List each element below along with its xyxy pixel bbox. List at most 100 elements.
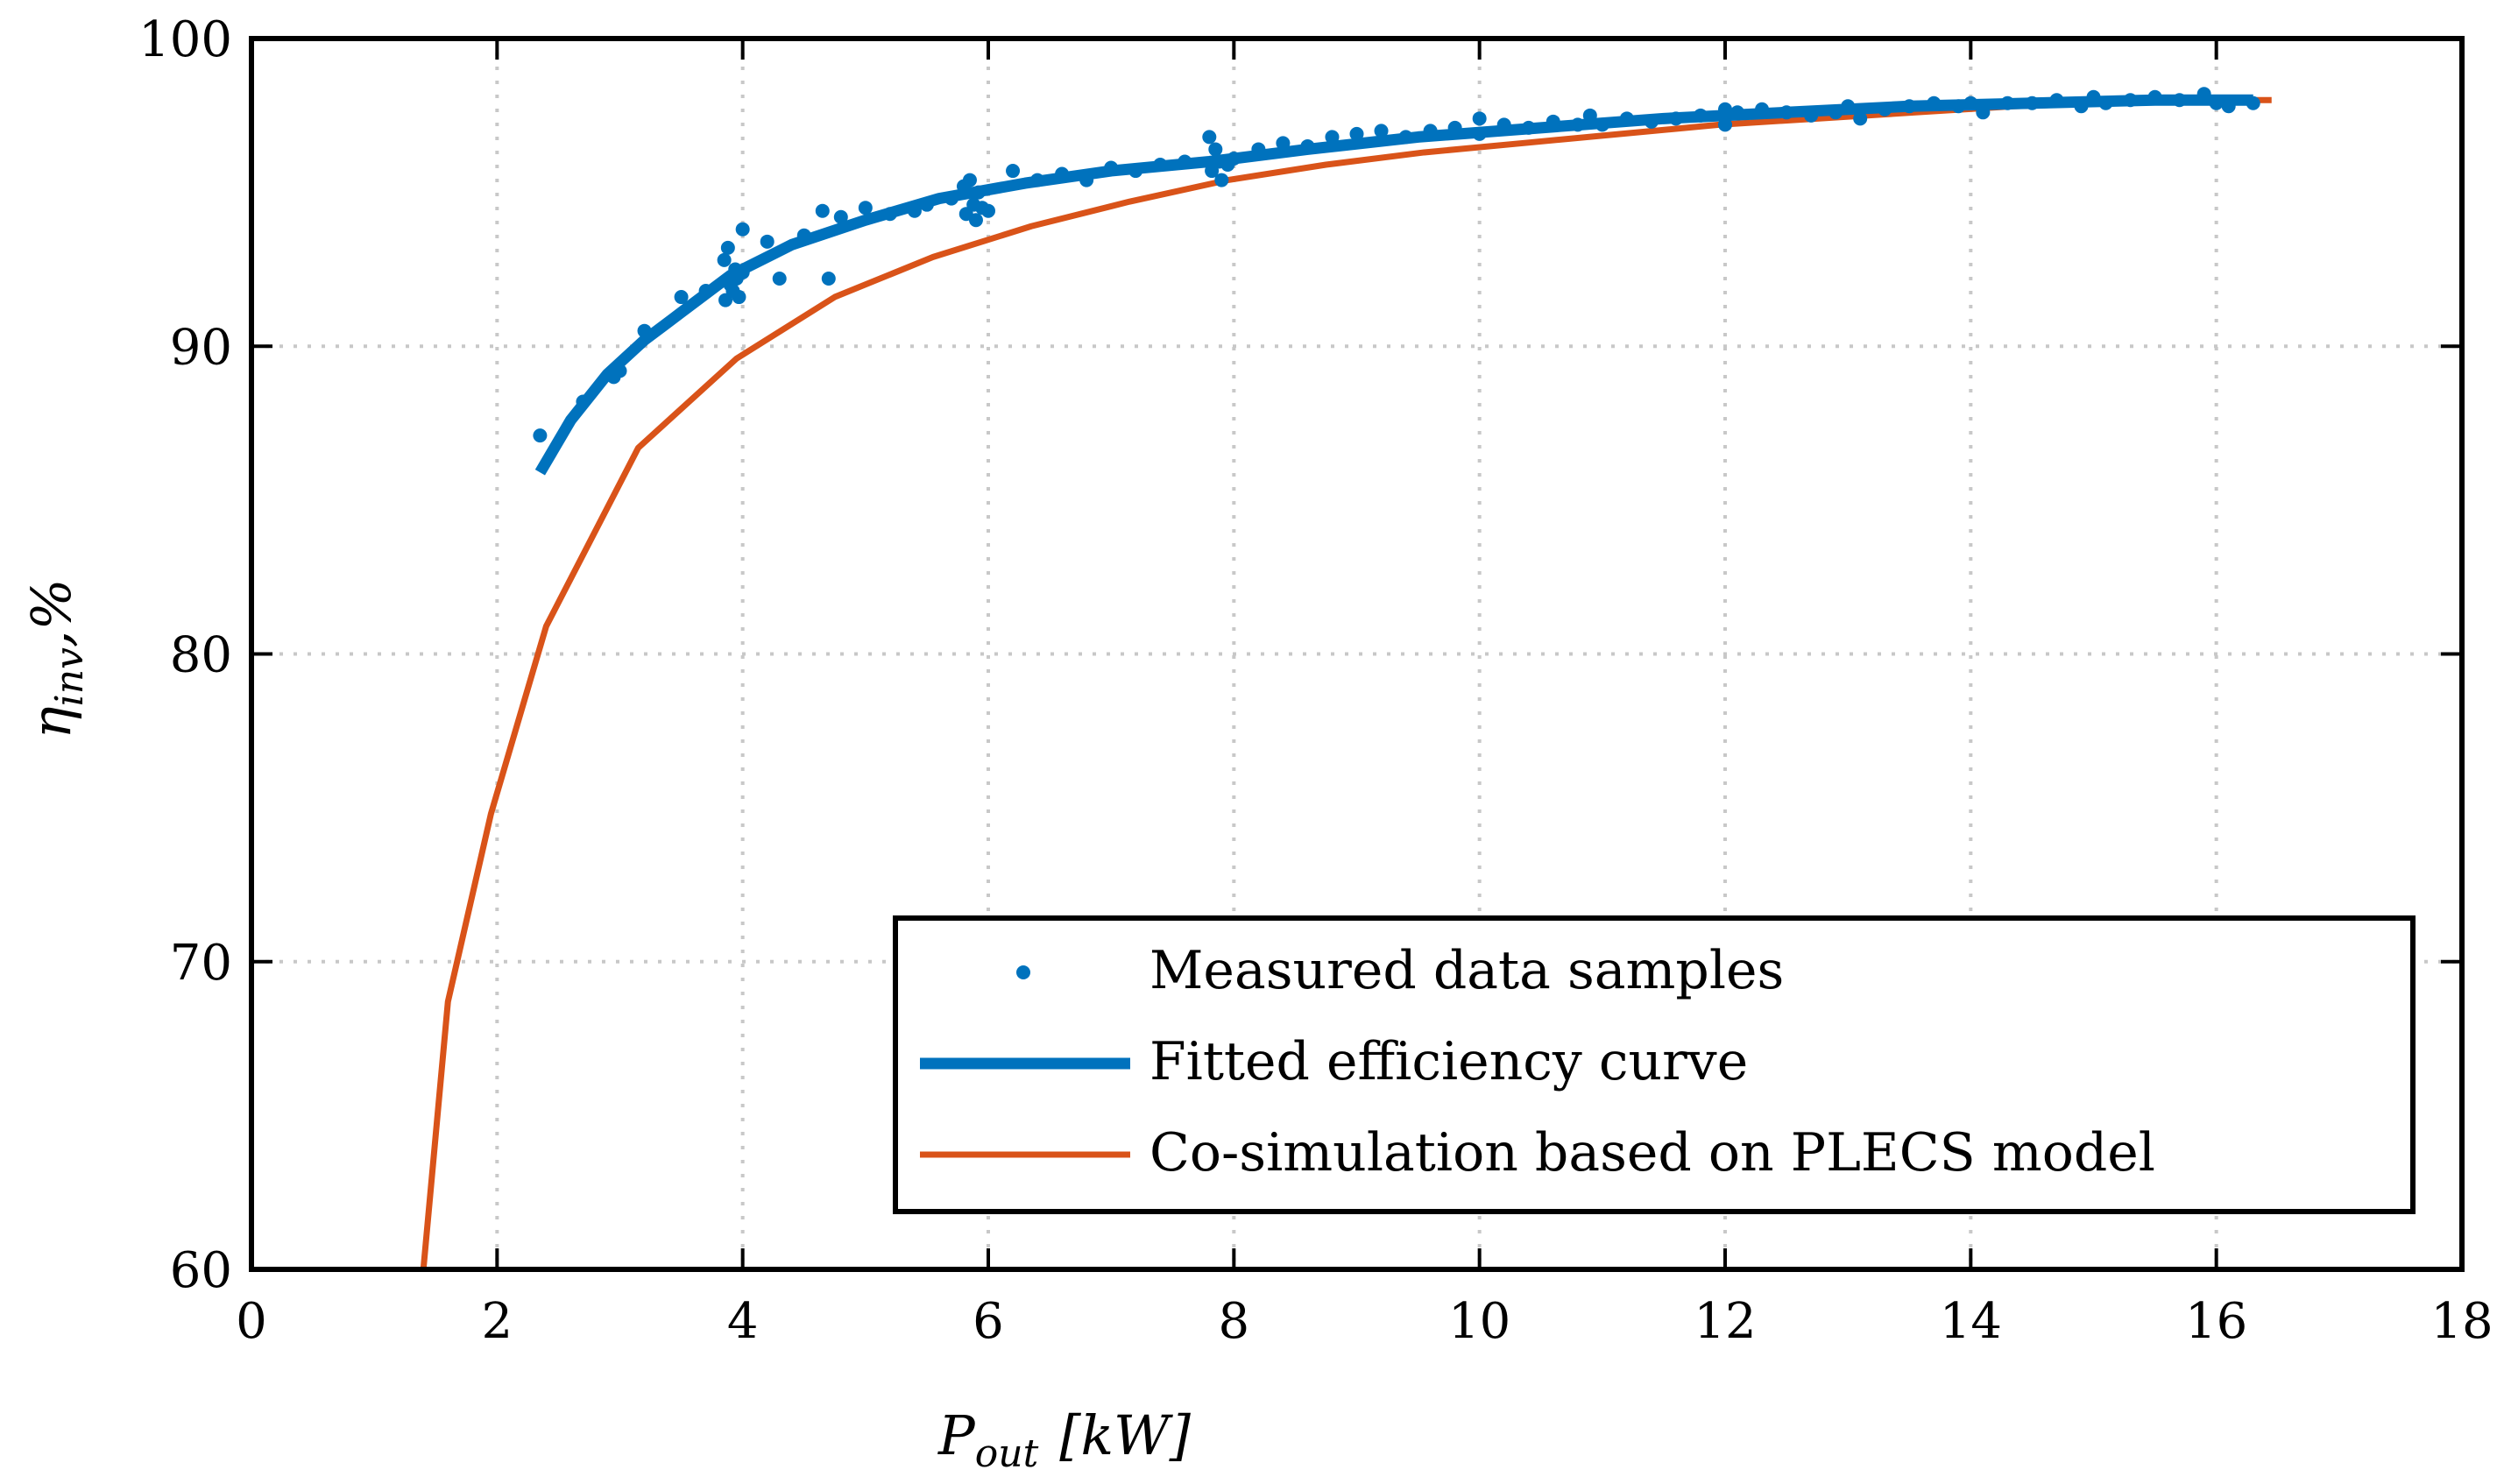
x-tick-label: 16	[2185, 1293, 2247, 1350]
data-point	[1251, 142, 1266, 157]
data-point	[858, 201, 873, 216]
data-point	[1619, 111, 1634, 126]
data-point	[1208, 142, 1223, 157]
legend-box	[893, 915, 2416, 1214]
y-tick-label: 70	[170, 935, 232, 992]
data-point	[576, 394, 591, 409]
data-point	[735, 222, 750, 237]
data-point	[760, 234, 775, 249]
data-point	[1570, 117, 1585, 132]
data-point	[2196, 87, 2211, 102]
data-point	[1214, 173, 1229, 187]
series-layer	[420, 87, 2272, 1269]
data-point	[1841, 99, 1856, 114]
data-point	[1546, 114, 1560, 129]
data-point	[2221, 99, 2236, 114]
x-tick-label: 10	[1448, 1293, 1510, 1350]
data-point	[533, 428, 548, 443]
data-point	[1006, 164, 1021, 179]
data-point	[919, 197, 934, 212]
data-point	[717, 252, 732, 267]
data-point	[1349, 126, 1364, 141]
data-point	[981, 203, 995, 218]
data-point	[1472, 111, 1487, 126]
data-point	[1128, 164, 1143, 179]
data-point	[1927, 95, 1942, 110]
data-point	[1976, 105, 1991, 120]
legend-label-plecs: Co-simulation based on PLECS model	[1149, 1122, 2155, 1184]
data-point	[1755, 102, 1770, 117]
data-point	[944, 191, 958, 206]
data-point	[1853, 111, 1868, 126]
data-point	[1902, 99, 1917, 114]
data-point	[1730, 105, 1745, 120]
data-point	[907, 203, 922, 218]
data-point	[1828, 105, 1843, 120]
data-point	[1963, 95, 1978, 110]
data-point	[735, 265, 750, 279]
legend-item-measured: Measured data samples	[1016, 940, 1784, 1001]
data-point	[1153, 158, 1168, 173]
legend-item-fitted: Fitted efficiency curve	[920, 1031, 1748, 1092]
data-point	[2147, 89, 2162, 104]
data-point	[1055, 166, 1070, 181]
y-axis-label: ηinv,%	[19, 578, 92, 738]
data-point	[1374, 124, 1389, 138]
data-point	[1951, 99, 1966, 114]
data-point	[2123, 93, 2138, 108]
y-tick-label: 80	[170, 627, 232, 684]
data-point	[2172, 93, 2187, 108]
data-point	[1878, 102, 1892, 117]
legend-label-measured: Measured data samples	[1149, 940, 1784, 1001]
y-axis-label-main: η	[19, 706, 83, 738]
data-point	[821, 271, 836, 286]
y-axis-label-unit: ,%	[19, 578, 83, 647]
data-point	[2025, 95, 2040, 110]
data-point	[1398, 130, 1413, 145]
data-point	[1276, 136, 1291, 151]
data-point	[772, 271, 787, 286]
data-point	[1472, 126, 1487, 141]
legend-label-fitted: Fitted efficiency curve	[1149, 1031, 1748, 1092]
x-tick-label: 6	[973, 1293, 1004, 1350]
data-point	[1227, 151, 1241, 166]
data-point	[1668, 111, 1683, 126]
data-point	[2098, 95, 2113, 110]
ticks: 0 2 4 6 8 10 12 14 16 18 60 70 80 90 100	[138, 11, 2493, 1350]
data-point	[2000, 95, 2015, 110]
data-point	[637, 323, 652, 338]
data-point	[796, 228, 811, 243]
data-point	[2086, 89, 2101, 104]
x-axis-label-sub: out	[975, 1431, 1039, 1476]
data-point	[1178, 154, 1192, 169]
y-axis-label-sub: inv	[47, 647, 92, 706]
data-point	[1423, 124, 1438, 138]
data-point	[1079, 173, 1094, 187]
data-point	[1644, 114, 1659, 129]
data-point	[1693, 108, 1708, 123]
data-point	[833, 209, 848, 224]
data-point	[1595, 117, 1609, 132]
x-axis-label-main: P	[937, 1403, 976, 1467]
data-point	[2049, 93, 2064, 108]
x-tick-label: 8	[1219, 1293, 1250, 1350]
data-point	[1447, 120, 1462, 135]
data-point	[882, 207, 897, 222]
y-tick-label: 60	[170, 1242, 232, 1299]
data-point	[674, 290, 689, 305]
data-point	[1496, 117, 1511, 132]
data-point	[2074, 99, 2089, 114]
data-point	[971, 185, 986, 200]
y-tick-label: 90	[170, 319, 232, 376]
data-point	[1779, 105, 1794, 120]
x-tick-label: 12	[1694, 1293, 1756, 1350]
data-point	[1202, 130, 1217, 145]
data-point	[1521, 120, 1536, 135]
data-point	[962, 173, 977, 187]
data-point	[2246, 95, 2260, 110]
plot-area	[420, 87, 2272, 1269]
data-point	[1104, 160, 1119, 175]
x-axis-label: Pout [kW]	[937, 1403, 1192, 1476]
data-point	[1582, 108, 1597, 123]
data-point	[1325, 130, 1340, 145]
